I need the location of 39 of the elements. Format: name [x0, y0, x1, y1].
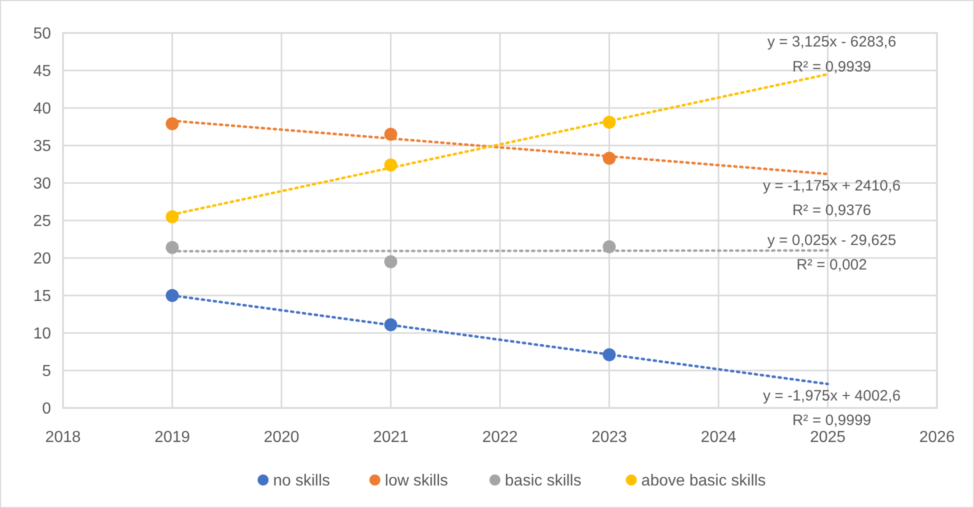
- point: [384, 318, 398, 332]
- legend-label: low skills: [384, 472, 448, 490]
- y-tick-label: 25: [33, 213, 52, 230]
- y-tick-label: 15: [33, 288, 52, 306]
- x-tick-label: 2026: [919, 429, 955, 446]
- annotation: y = 0,025x - 29,625 R² = 0,002: [767, 232, 896, 274]
- y-tick-label: 10: [33, 326, 52, 343]
- x-tick-label: 2024: [700, 429, 736, 446]
- y-tick-label: 45: [33, 63, 52, 80]
- x-tick-label: 2020: [264, 429, 300, 446]
- x-tick-label: 2021: [372, 429, 409, 446]
- y-tick-label: 50: [33, 26, 52, 43]
- point: [384, 255, 398, 268]
- x-tick-label: 2018: [45, 429, 81, 446]
- point: [166, 210, 179, 224]
- point: [602, 348, 616, 362]
- y-tick-label: 35: [33, 138, 52, 156]
- point: [602, 116, 616, 129]
- y-tick-label: 30: [33, 176, 52, 193]
- point: [166, 241, 179, 254]
- legend-label: basic skills: [504, 472, 582, 490]
- annotation: y = -1,975x + 4002,6 R² = 0,9999: [762, 387, 901, 429]
- point: [602, 240, 616, 254]
- x-tick-label: 2022: [482, 429, 518, 446]
- legend-label: above basic skills: [641, 472, 766, 490]
- y-tick-label: 5: [42, 363, 52, 380]
- x-tick-label: 2019: [154, 429, 190, 446]
- x-tick-label: 2025: [810, 429, 846, 446]
- y-tick-label: 20: [33, 250, 52, 268]
- annotation: y = 3,125x - 6283,6 R² = 0,9939: [767, 34, 896, 76]
- point: [166, 289, 179, 302]
- y-tick-label: 0: [42, 400, 52, 418]
- point: [384, 128, 398, 141]
- x-tick-label: 2023: [591, 429, 628, 446]
- point: [384, 158, 398, 172]
- point: [602, 152, 616, 165]
- point: [166, 117, 179, 130]
- y-tick-label: 40: [33, 100, 52, 118]
- legend-label: no skills: [273, 472, 330, 490]
